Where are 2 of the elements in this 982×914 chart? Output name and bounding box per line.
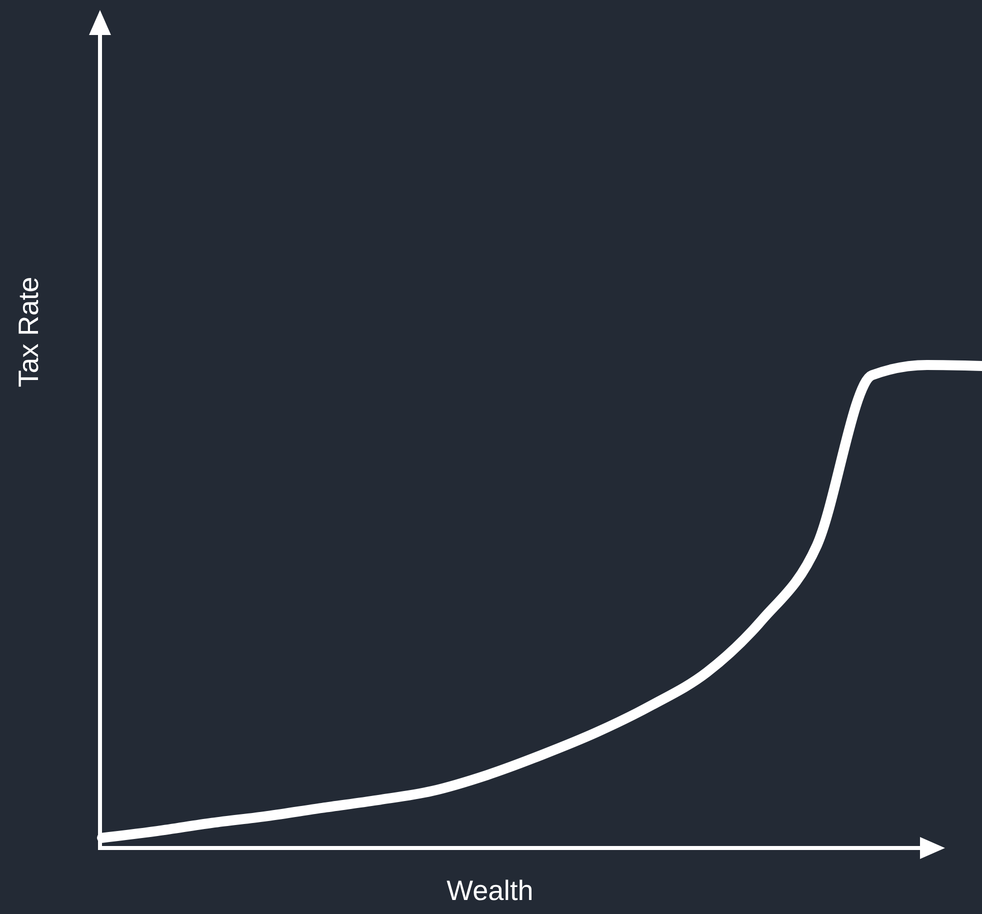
y-axis-title: Tax Rate [13, 276, 44, 388]
x-axis-title: Wealth [446, 875, 534, 906]
